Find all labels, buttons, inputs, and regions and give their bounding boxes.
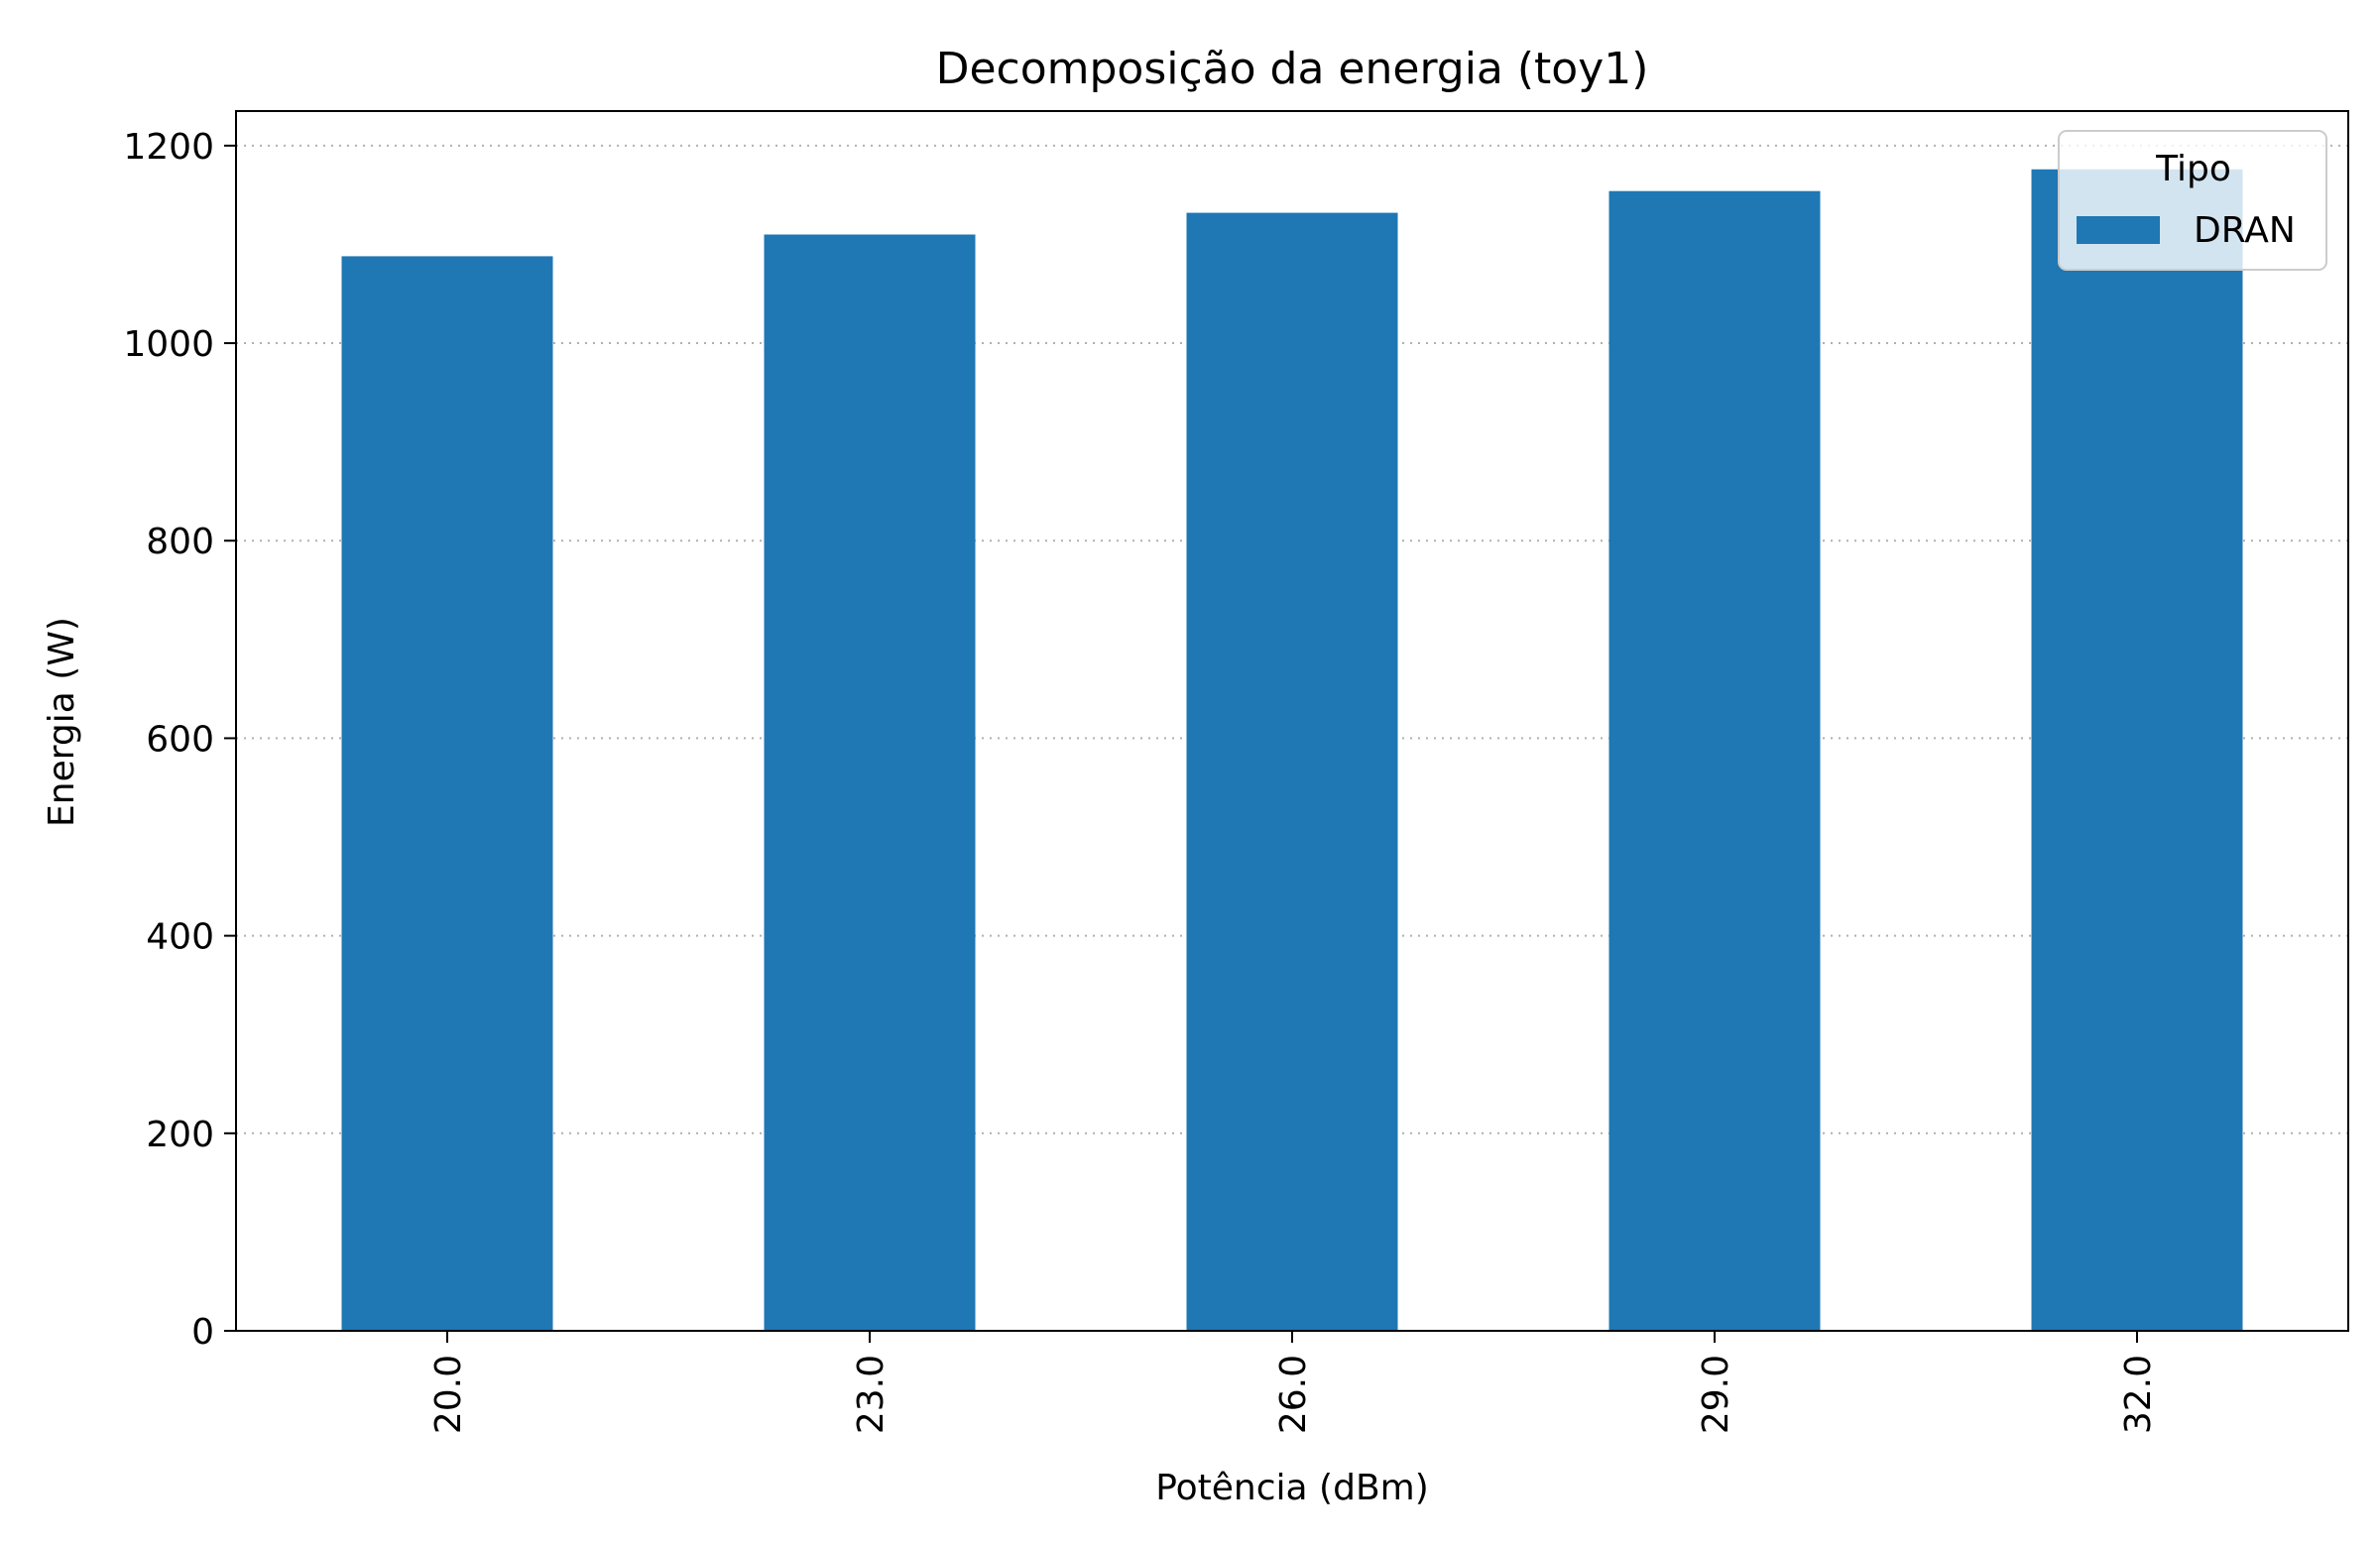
legend-label-dran: DRAN [2194,210,2296,251]
x-tick-label: 20.0 [428,1355,469,1434]
legend-swatch-dran [2077,216,2160,244]
legend-title: Tipo [2155,149,2231,189]
x-axis: 20.0 23.0 26.0 29.0 32.0 [428,1331,2159,1434]
legend: Tipo DRAN [2058,130,2327,271]
chart-title: Decomposição da energia (toy1) [936,44,1649,94]
x-axis-label: Potência (dBm) [1155,1468,1429,1508]
x-tick-label: 29.0 [1696,1355,1736,1434]
y-axis: 0 200 400 600 800 1000 1200 [123,127,236,1353]
bar-29.0 [1608,190,1821,1331]
y-tick-label: 200 [146,1115,214,1155]
bar-32.0 [2031,169,2243,1332]
x-tick-label: 23.0 [851,1355,892,1434]
y-tick-label: 1000 [123,324,214,365]
y-tick-label: 600 [146,719,214,760]
bar-20.0 [341,256,553,1332]
y-tick-label: 400 [146,917,214,958]
x-tick-label: 26.0 [1273,1355,1314,1434]
y-axis-label: Energia (W) [42,617,82,827]
bar-26.0 [1186,212,1398,1331]
bar-23.0 [764,234,976,1332]
bars [341,169,2243,1332]
y-tick-label: 800 [146,522,214,562]
y-tick-label: 0 [191,1312,214,1353]
x-tick-label: 32.0 [2118,1355,2159,1434]
y-tick-label: 1200 [123,127,214,168]
